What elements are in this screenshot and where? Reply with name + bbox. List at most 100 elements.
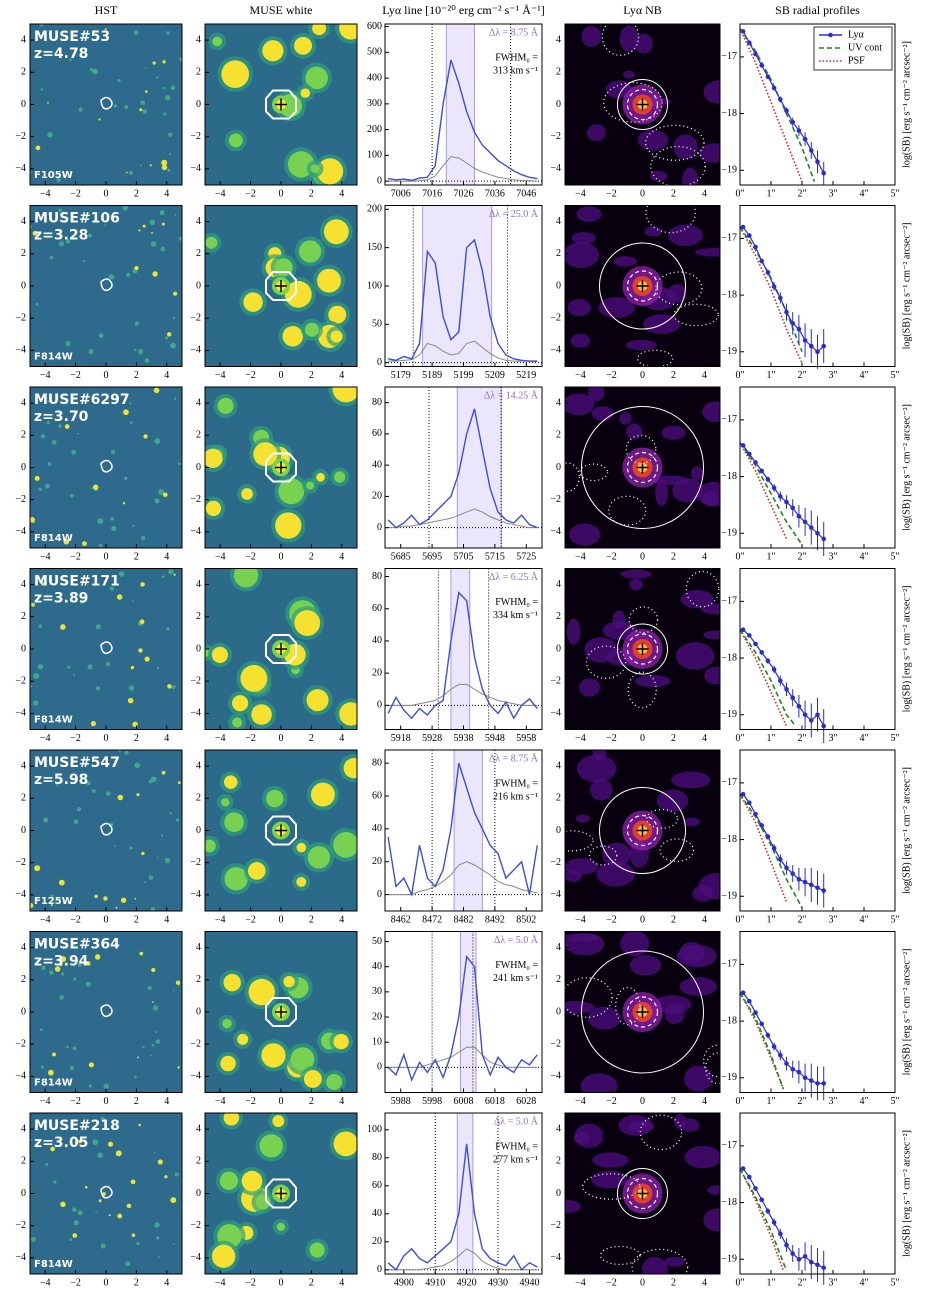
image-emission [589, 778, 613, 801]
x-tick-label: 5998 [422, 1096, 442, 1107]
x-tick-label: −2 [70, 1096, 81, 1107]
image-source [160, 834, 164, 837]
y-tick-label: 100 [367, 1124, 382, 1135]
image-source [82, 259, 86, 263]
column-header: Lyα line [10⁻²⁰ erg cm⁻² s⁻¹ Å⁻¹] [382, 3, 545, 17]
x-tick-label: −4 [575, 914, 586, 925]
low-contour [644, 124, 705, 161]
image-source [56, 177, 61, 183]
image-source [124, 476, 128, 481]
y-tick-label: 2 [556, 248, 561, 259]
image-source [122, 205, 128, 211]
y-tick-label: −2 [15, 1220, 26, 1231]
x-tick-label: 0 [104, 1277, 109, 1288]
x-tick-label: 4 [702, 733, 707, 744]
y-tick-label: 0 [377, 357, 382, 368]
x-tick-label: −2 [245, 1277, 256, 1288]
profile-point [765, 477, 771, 482]
image-panel [565, 568, 720, 730]
x-tick-label: 0" [735, 914, 744, 925]
image-source [157, 1256, 160, 1258]
y-tick-label: −4 [15, 526, 26, 537]
image-source [133, 1075, 137, 1079]
y-tick-label: 0 [377, 889, 382, 900]
profile-point [815, 712, 820, 718]
image-source [150, 1054, 153, 1057]
y-tick-label: 4 [21, 942, 26, 953]
x-tick-label: −4 [575, 1096, 586, 1107]
image-source [139, 951, 144, 956]
image-source [150, 906, 155, 911]
x-tick-label: 8492 [485, 914, 505, 925]
image-source [164, 857, 171, 864]
aperture [617, 623, 668, 675]
y-tick-label: 0 [377, 700, 382, 711]
legend-label: PSF [848, 55, 865, 66]
y-tick-label: −2 [550, 312, 561, 323]
image-source [241, 488, 253, 500]
image-source [205, 448, 223, 469]
profile-point [765, 834, 771, 840]
x-tick-label: 8472 [422, 914, 442, 925]
image-source [110, 517, 115, 521]
image-source [104, 224, 107, 227]
profile-point [802, 879, 808, 885]
image-background [30, 750, 182, 911]
image-source [219, 1171, 239, 1190]
redshift: z=5.98 [34, 772, 88, 788]
image-emission [684, 1145, 720, 1169]
x-tick-label: −2 [70, 551, 81, 562]
y-tick-label: 60 [372, 790, 382, 801]
x-tick-label: 4" [859, 370, 868, 381]
image-source [129, 421, 133, 425]
profile-point [765, 658, 771, 664]
x-tick-label: 0 [640, 370, 645, 381]
profile-point [796, 1069, 802, 1075]
y-axis-label: log(SB) [erg s⁻¹ cm⁻² arcsec⁻²] [901, 767, 912, 894]
image-source [117, 794, 124, 801]
y-tick-label: −2 [15, 131, 26, 142]
profile-point [809, 525, 814, 530]
profile-point [815, 349, 820, 355]
image-emission [588, 387, 605, 402]
contour [265, 634, 297, 664]
image-source [153, 387, 160, 394]
image-source [47, 400, 50, 403]
profile-point [771, 1220, 777, 1225]
x-tick-label: 4 [702, 914, 707, 925]
panel-frame [384, 205, 543, 367]
image-source [205, 500, 222, 517]
x-tick-label: −2 [245, 1096, 256, 1107]
x-tick-label: 0 [279, 914, 284, 925]
image-source [169, 152, 172, 156]
y-tick-label: −17 [721, 777, 737, 788]
y-tick-label: −4 [190, 889, 201, 900]
image-source [56, 784, 59, 787]
image-source [47, 462, 52, 466]
x-tick-label: 2" [797, 1096, 806, 1107]
uv-spectrum [388, 156, 538, 182]
panel-frame [739, 931, 896, 1093]
image-source [35, 145, 41, 151]
x-tick-label: 0 [104, 733, 109, 744]
image-emission [637, 129, 669, 151]
profile-point [821, 343, 826, 349]
image-source [60, 624, 66, 630]
low-contour [588, 845, 618, 866]
y-tick-label: −2 [15, 312, 26, 323]
image-source [339, 702, 357, 726]
y-tick-label: −4 [550, 1071, 561, 1082]
x-tick-label: 3" [828, 370, 837, 381]
profile-point [747, 40, 752, 46]
x-tick-label: 3" [828, 1096, 837, 1107]
y-tick-label: 40 [372, 961, 382, 972]
image-source [164, 1175, 168, 1179]
image-emission [566, 618, 581, 645]
image-source [143, 434, 148, 439]
x-tick-label: 2 [671, 370, 676, 381]
image-source [52, 1052, 56, 1057]
x-tick-label: 0" [735, 733, 744, 744]
profile-point [740, 990, 746, 996]
crosshair [275, 280, 287, 292]
x-tick-label: −4 [215, 370, 226, 381]
